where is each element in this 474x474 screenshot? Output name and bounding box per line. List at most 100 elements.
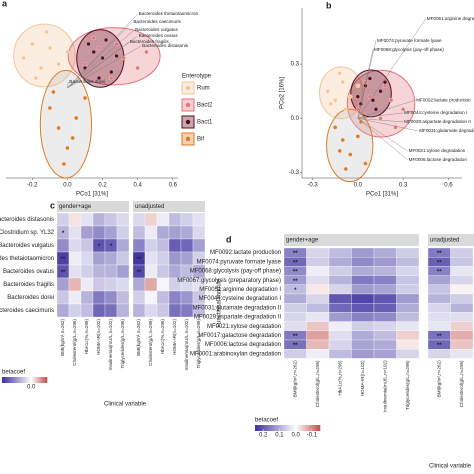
column-label: HbA1c(%,n=295) [337,360,342,396]
cell [373,349,397,359]
panel-letter: d [226,234,232,244]
cell [80,251,94,266]
vector [357,112,404,119]
point [70,135,75,141]
colorbar-step [33,377,36,383]
row-label: Bacteroides thetaiotaomicron [0,256,54,262]
colorbar-step [281,425,284,431]
cell [56,277,70,292]
colorbar-step [300,425,303,431]
point [340,137,345,143]
point [109,69,114,75]
y-tick-label: 0.3 [291,62,300,68]
colorbar-step [45,377,48,383]
x-tick-label: 0.0 [354,183,363,189]
cell [192,303,206,318]
column-label: Cholesterol(g/L,n=295) [148,319,153,366]
point [325,89,330,94]
cell [92,264,106,279]
point [91,35,96,41]
column-label: HbA1c(%,n=295) [160,319,165,355]
cell [283,349,307,359]
significance: ** [61,257,66,263]
colorbar-step [285,425,288,431]
vector [67,45,142,89]
row-label: MF0021:xylose degradation [207,324,281,330]
cell [396,284,420,295]
colorbar-step [8,377,10,383]
cell [104,303,118,318]
cell [116,212,130,227]
row-label: MF0067:glycolysis (preparatory phase) [177,278,281,284]
cell [373,321,397,331]
cell [328,330,352,341]
colorbar-step [255,425,258,431]
cell [328,303,352,313]
vector-label: MF0021:xylose degradation [409,148,466,153]
group-ellipse [326,108,374,183]
column-label: Insulinemia(mU/L,n=102) [382,360,387,412]
column-label: BMI(kg/m²,n=262) [136,319,141,356]
point [21,55,26,61]
cell [132,238,146,253]
cell [56,212,70,227]
cell [116,277,130,292]
point [337,148,342,154]
cell [116,225,130,240]
vector-label: MF0051:arginine degradation I [427,16,474,21]
cell [156,277,170,292]
vector-label: MF0068:glycolysis (pay-off phase) [374,47,444,52]
cell [450,247,474,258]
cell [328,312,352,322]
point [100,55,105,61]
colorbar-step [298,425,301,431]
cell [156,264,170,279]
row-label: Bacteroides vulgatus [0,243,54,249]
cell [180,251,194,266]
point [56,61,61,67]
row-label: Bacteroides ovatus [3,269,54,275]
cell [144,264,158,279]
colorbar-step [276,425,280,431]
x-tick-label: 0.4 [133,183,142,189]
cell [373,257,397,267]
cell [156,225,170,240]
cell [450,257,474,267]
significance: ** [293,270,298,276]
cell [116,303,130,318]
significance: ** [293,334,298,340]
point [378,116,383,121]
cell [373,284,397,295]
cell [396,330,420,341]
cell [168,264,182,279]
colorbar-step [291,425,295,431]
cell [427,321,451,331]
cell [80,290,94,305]
cell [144,303,158,318]
cell [68,290,82,305]
point [103,37,109,43]
x-tick-label: -0.3 [307,183,318,189]
cell [396,339,420,350]
cell [92,212,106,227]
colorbar-step [39,377,42,383]
cell [328,349,352,359]
column-label: Insulinemia(mU/L,n=102) [108,319,113,371]
cell [104,290,118,305]
cell [180,212,194,227]
point [388,98,394,103]
group-ellipse [13,23,76,88]
colorbar-step [263,425,267,431]
cell [427,349,451,359]
cell [351,275,375,285]
legend-label: Bact1 [197,120,213,126]
cell [192,225,206,240]
cell [144,238,158,253]
cell [351,257,375,267]
cell [306,303,330,313]
y-tick-label: -0.3 [289,170,300,176]
cell [450,321,474,331]
cell [283,303,307,313]
column-label: Cholesterol(g/L,n=295) [315,360,320,407]
